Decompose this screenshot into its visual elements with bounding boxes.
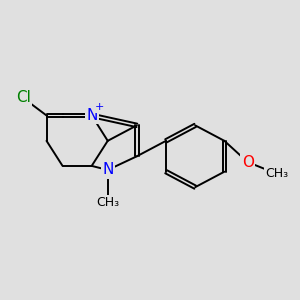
Text: N: N — [102, 163, 113, 178]
Text: CH₃: CH₃ — [265, 167, 288, 180]
Text: Cl: Cl — [16, 91, 31, 106]
Text: O: O — [242, 154, 254, 169]
Text: +: + — [95, 102, 104, 112]
Text: N: N — [86, 108, 98, 123]
Text: CH₃: CH₃ — [96, 196, 119, 208]
